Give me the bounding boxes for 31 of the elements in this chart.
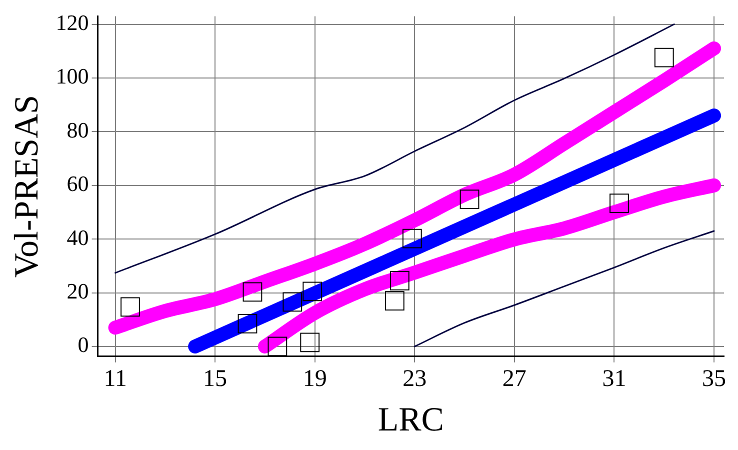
point (460, 190, 480, 210)
x-tick-label: 19 (302, 366, 327, 392)
y-tick-label: 60 (66, 171, 89, 196)
point (384, 291, 404, 311)
y-tick-label: 40 (66, 224, 89, 250)
y-tick-label: 0 (78, 332, 89, 358)
x-tick-label: 27 (502, 366, 526, 392)
point (402, 228, 422, 248)
x-tick-label: 23 (402, 366, 427, 392)
point (120, 297, 140, 317)
point (268, 336, 288, 356)
y-axis-title: Vol-PRESAS (8, 94, 46, 278)
point (282, 292, 302, 312)
x-tick-label: 31 (602, 366, 626, 392)
x-tick-label: 15 (203, 366, 228, 392)
y-tick-label: 80 (66, 117, 89, 142)
point (238, 314, 258, 334)
point (654, 48, 674, 68)
y-tick-label: 100 (56, 64, 89, 89)
x-tick-label: 11 (104, 366, 127, 392)
y-tick-label: 120 (56, 10, 89, 36)
x-tick-label: 35 (702, 366, 726, 392)
line-series (114, 24, 675, 274)
point (610, 194, 629, 214)
y-tick-label: 20 (66, 278, 89, 304)
point (390, 270, 410, 290)
point (242, 282, 262, 302)
x-axis-title: LRC (378, 402, 444, 439)
point (300, 332, 320, 352)
line-series (414, 230, 715, 348)
point (302, 282, 322, 302)
